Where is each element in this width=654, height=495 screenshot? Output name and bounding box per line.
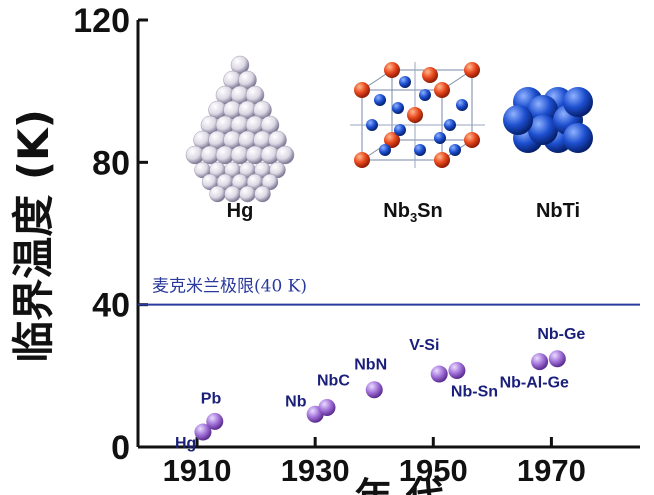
x-axis-title: 年 代 bbox=[354, 475, 443, 495]
data-label-nbn: NbN bbox=[354, 357, 387, 374]
data-label-pb: Pb bbox=[201, 390, 222, 407]
data-point-nb-ge bbox=[548, 350, 566, 368]
y-tick-label: 80 bbox=[92, 144, 130, 182]
x-tick-label: 1950 bbox=[399, 453, 468, 488]
y-axis-label: 临界温度 (K) bbox=[9, 109, 58, 363]
x-tick-label: 1930 bbox=[281, 453, 350, 488]
x-tick-label: 1970 bbox=[517, 453, 586, 488]
nb3sn-lattice-image bbox=[350, 62, 485, 168]
data-point-hg bbox=[194, 423, 212, 441]
reference-line-label: 麦克米兰极限(40 K) bbox=[152, 277, 307, 297]
data-label-nb-sn: Nb-Sn bbox=[451, 383, 498, 400]
y-axis-title: 临界温度 (K) bbox=[9, 109, 58, 363]
nbti-structure-image bbox=[503, 87, 593, 153]
structure-label-hg: Hg bbox=[227, 200, 254, 222]
data-point-nbc bbox=[318, 399, 336, 417]
data-point-nb-al-ge bbox=[531, 353, 549, 371]
y-tick-label: 120 bbox=[73, 2, 130, 40]
data-point-nb-sn bbox=[448, 361, 466, 379]
data-point-nbn bbox=[365, 381, 383, 399]
data-label-nbc: NbC bbox=[317, 373, 350, 390]
y-tick-label: 0 bbox=[111, 429, 130, 467]
data-label-nb: Nb bbox=[285, 393, 307, 410]
hg-cluster-image bbox=[185, 55, 295, 203]
data-point-v-si bbox=[430, 365, 448, 383]
data-point-pb bbox=[206, 412, 224, 430]
structure-illustrations: Hg Nb3Sn NbTi bbox=[185, 55, 593, 225]
structure-label-nbti: NbTi bbox=[536, 200, 580, 222]
structure-label-nb3sn: Nb3Sn bbox=[383, 200, 442, 225]
x-tick-label: 1910 bbox=[163, 453, 232, 488]
data-label-nb-ge: Nb-Ge bbox=[537, 326, 585, 343]
axes: 0 40 80 120 1910 1930 1950 1970 年 代 bbox=[73, 2, 640, 495]
mcmillan-limit: 麦克米兰极限(40 K) bbox=[138, 277, 640, 306]
data-label-hg: Hg bbox=[175, 435, 196, 452]
y-tick-label: 40 bbox=[92, 287, 130, 325]
data-label-v-si: V-Si bbox=[409, 337, 439, 354]
data-label-nb-al-ge: Nb-Al-Ge bbox=[500, 375, 569, 392]
